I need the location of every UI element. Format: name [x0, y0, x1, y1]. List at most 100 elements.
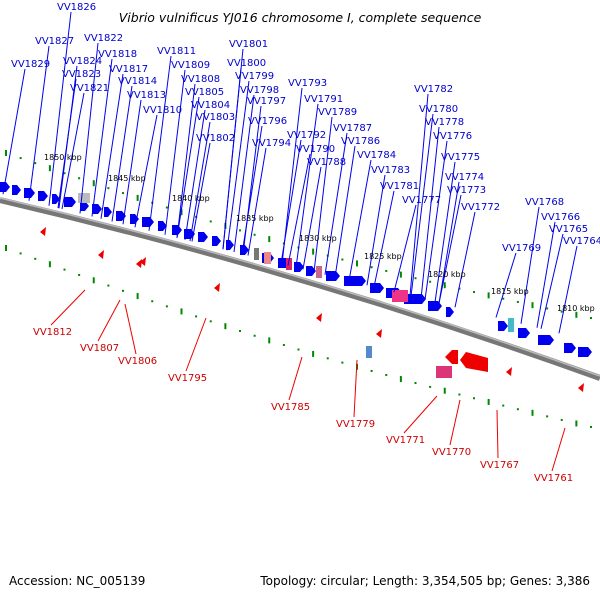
forward-leader-line: [438, 194, 462, 304]
inner-tick: [531, 409, 534, 416]
forward-leader-line: [287, 153, 311, 266]
forward-leader-line: [61, 92, 85, 210]
forward-gene-arrow: [212, 236, 221, 246]
reverse-leader-line: [551, 427, 566, 472]
reverse-leader-line: [449, 399, 461, 446]
forward-gene-label: VV1814: [118, 76, 157, 87]
reverse-gene-label: VV1779: [336, 419, 375, 430]
forward-gene-label: VV1809: [171, 60, 210, 71]
outer-tick: [502, 297, 505, 300]
forward-leader-line: [324, 132, 348, 275]
outer-tick: [253, 233, 256, 236]
reverse-gene-label: VV1785: [271, 402, 310, 413]
inner-tick: [458, 393, 461, 396]
forward-gene-arrow: [564, 343, 576, 353]
forward-leader-line: [295, 103, 319, 268]
forward-gene-label: VV1801: [229, 39, 268, 50]
label-lines: [2, 11, 578, 472]
forward-leader-line: [176, 96, 200, 238]
inner-tick: [590, 426, 592, 428]
inner-tick: [209, 320, 212, 323]
inner-tick: [63, 268, 66, 271]
scale-tick-label: 1830 kbp: [299, 234, 337, 243]
forward-gene-label: VV1822: [84, 33, 123, 44]
summary-text: Topology: circular; Length: 3,354,505 bp…: [260, 574, 590, 588]
forward-leader-line: [420, 126, 440, 299]
forward-leader-line: [454, 211, 476, 308]
reverse-leader-line: [288, 356, 303, 401]
forward-gene-label: VV1827: [35, 36, 74, 47]
reverse-gene-label: VV1806: [118, 356, 157, 367]
outer-tick: [385, 269, 388, 272]
inner-tick: [516, 408, 519, 411]
forward-leader-line: [222, 67, 242, 250]
forward-leader-line: [334, 145, 356, 278]
forward-leader-line: [48, 11, 72, 206]
forward-gene-label: VV1811: [157, 46, 196, 57]
forward-gene-label: VV1805: [185, 87, 224, 98]
outer-tick: [19, 157, 22, 160]
reverse-gene-arrow: [578, 383, 584, 392]
forward-gene-arrow: [294, 262, 304, 272]
forward-gene-label: VV1803: [196, 112, 235, 123]
forward-gene-arrow: [12, 185, 21, 195]
forward-gene-arrow: [498, 321, 508, 331]
misc-feature-box: [286, 258, 292, 270]
forward-leader-line: [540, 233, 564, 329]
scale-tick-label: 1825 kbp: [364, 252, 402, 261]
forward-gene-label: VV1817: [109, 64, 148, 75]
forward-gene-arrow: [344, 276, 366, 286]
inner-tick: [107, 284, 110, 287]
forward-leader-line: [57, 78, 77, 209]
forward-leader-line: [495, 252, 517, 318]
forward-leader-line: [79, 42, 99, 214]
forward-gene-label: VV1826: [57, 2, 96, 13]
misc-feature-box: [78, 193, 90, 203]
forward-gene-label: VV1804: [191, 100, 230, 111]
forward-leader-line: [148, 55, 172, 231]
forward-gene-arrow: [38, 191, 48, 201]
outer-tick: [487, 292, 490, 299]
scale-tick-label: 1835 kbp: [236, 214, 274, 223]
forward-leader-line: [184, 109, 206, 240]
inner-tick: [399, 376, 402, 383]
forward-gene-label: VV1776: [433, 131, 472, 142]
inner-tick: [48, 261, 51, 268]
backbone-line: [0, 197, 600, 381]
forward-gene-arrow: [198, 232, 208, 242]
outer-tick: [473, 291, 475, 294]
forward-gene-arrow: [404, 294, 426, 304]
forward-gene-label: VV1808: [181, 74, 220, 85]
reverse-gene-label: VV1795: [168, 373, 207, 384]
misc-feature-box: [366, 346, 372, 358]
forward-leader-line: [28, 45, 50, 201]
reverse-gene-arrow: [376, 329, 382, 338]
forward-gene-label: VV1790: [296, 144, 335, 155]
inner-tick: [502, 404, 505, 407]
reverse-gene-arrow: [140, 257, 146, 266]
forward-gene-label: VV1821: [70, 83, 109, 94]
map-title: Vibrio vulnificus YJ016 chromosome I, co…: [118, 10, 482, 25]
accession-text: Accession: NC_005139: [9, 574, 146, 588]
outer-tick: [312, 248, 315, 255]
reverse-gene-arrow: [136, 259, 142, 268]
forward-leader-line: [409, 93, 429, 297]
reverse-gene-arrow: [460, 352, 488, 372]
outer-tick: [268, 236, 271, 243]
inner-tick: [560, 418, 563, 421]
forward-leader-line: [164, 69, 186, 235]
forward-leader-line: [122, 99, 142, 225]
outer-tick: [239, 229, 241, 232]
forward-leader-line: [410, 113, 434, 297]
scale-tick-label: 1815 kbp: [491, 287, 529, 296]
forward-gene-label: VV1780: [419, 104, 458, 115]
forward-leader-line: [536, 221, 556, 328]
forward-gene-arrow: [428, 301, 442, 311]
forward-gene-label: VV1778: [425, 117, 464, 128]
forward-gene-arrow: [172, 225, 182, 235]
forward-gene-arrow: [92, 204, 102, 214]
forward-leader-line: [280, 139, 302, 264]
forward-gene-arrow: [142, 217, 154, 227]
forward-gene-label: VV1791: [304, 94, 343, 105]
